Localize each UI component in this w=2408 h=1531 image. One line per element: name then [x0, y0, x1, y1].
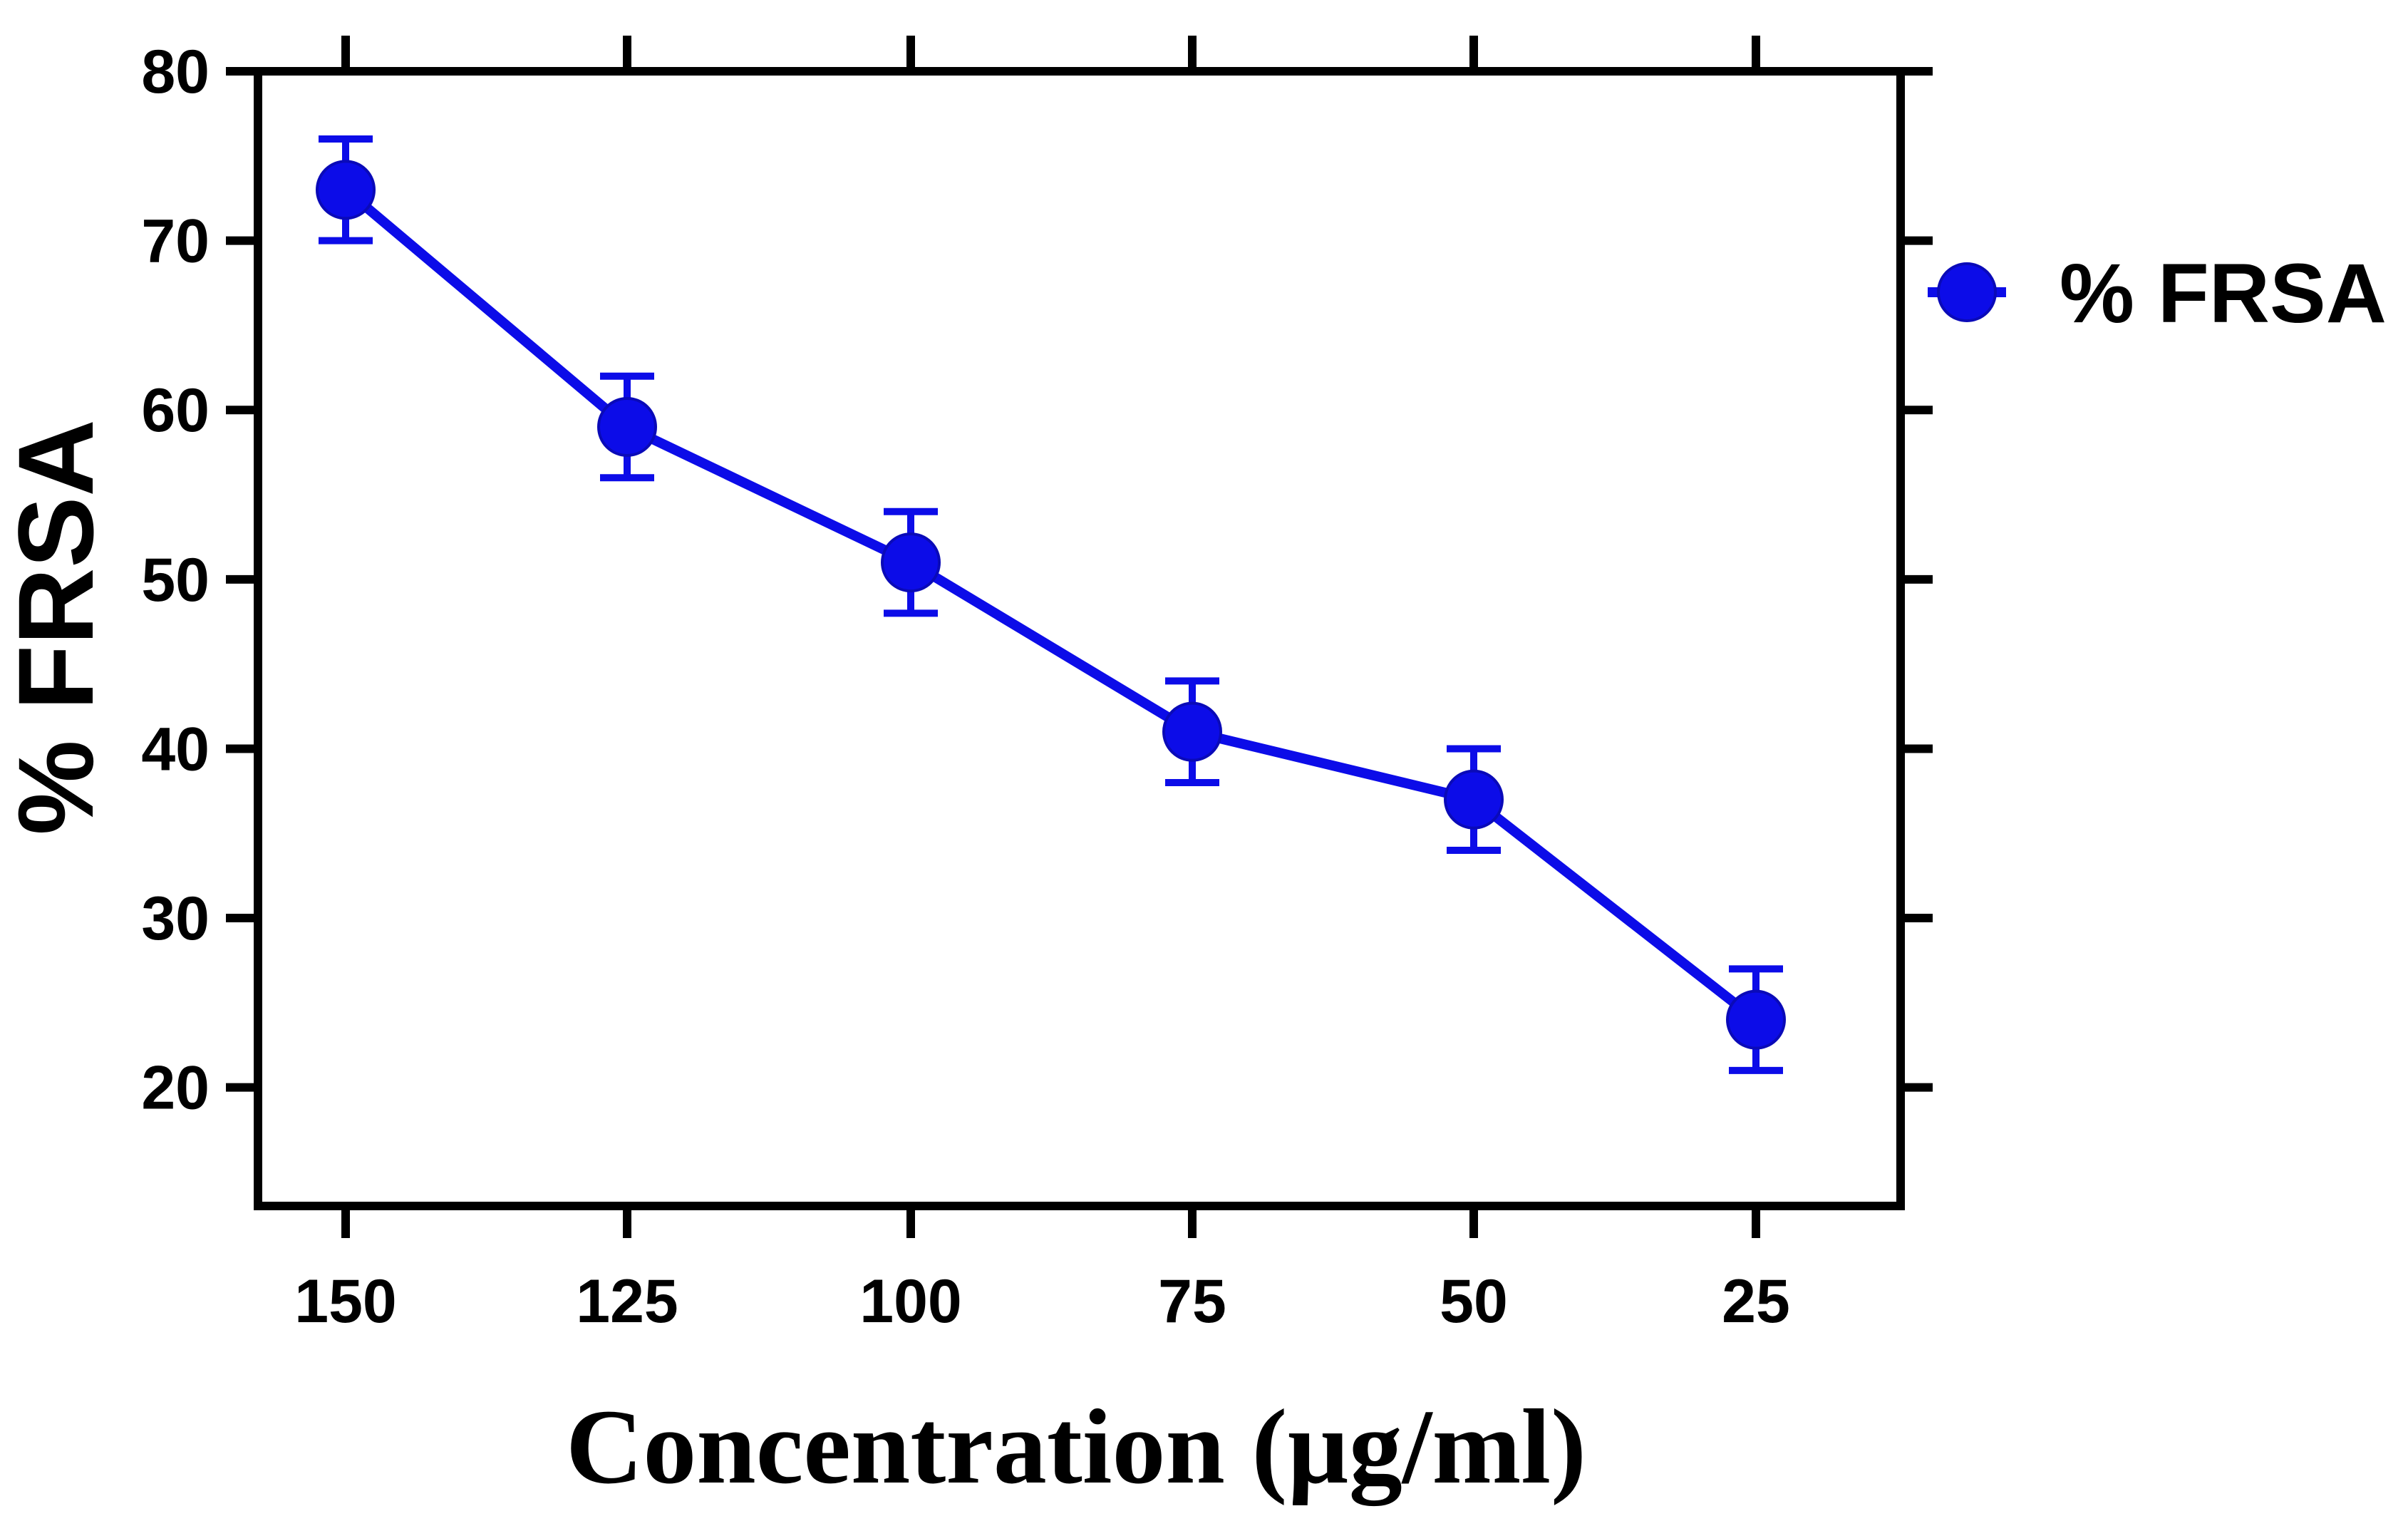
y-tick-label: 80: [141, 38, 210, 106]
x-tick-label: 75: [1158, 1267, 1226, 1336]
y-tick-label: 60: [141, 376, 210, 445]
series-line: [342, 185, 1760, 1024]
x-tick-label: 25: [1722, 1267, 1790, 1336]
legend: % FRSA: [1928, 247, 2387, 341]
y-axis-title: % FRSA: [0, 419, 115, 835]
y-tick-label: 70: [141, 207, 210, 276]
axes-group: 20 30 40 50 60 70 80 150 125 100 75 50 25: [141, 36, 1933, 1336]
legend-label: % FRSA: [2060, 247, 2387, 341]
x-tick-label: 100: [859, 1267, 962, 1336]
data-point: [1162, 701, 1222, 762]
y-tick-label: 50: [141, 546, 210, 614]
x-axis-title: Concentration (µg/ml): [566, 1388, 1586, 1506]
data-point: [1726, 989, 1786, 1050]
x-tick-label: 125: [576, 1267, 678, 1336]
legend-marker: [1937, 262, 1997, 322]
y-tick-label: 30: [141, 885, 210, 953]
series-group: [316, 135, 1786, 1074]
data-point: [597, 396, 657, 457]
data-point: [316, 160, 376, 220]
y-tick-label: 20: [141, 1054, 210, 1123]
data-point: [1444, 769, 1504, 830]
x-tick-label: 50: [1440, 1267, 1508, 1336]
x-tick-label: 150: [294, 1267, 397, 1336]
data-point: [881, 532, 941, 593]
y-tick-label: 40: [141, 715, 210, 783]
